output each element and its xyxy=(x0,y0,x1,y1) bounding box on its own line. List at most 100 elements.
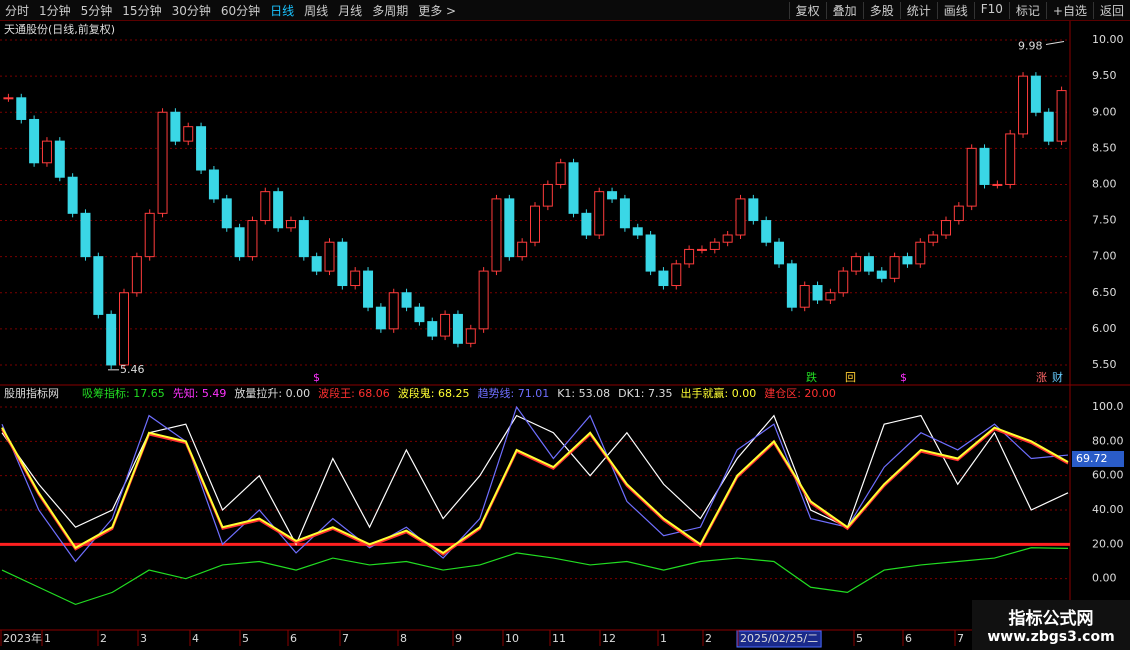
x-tick-label: 3 xyxy=(140,632,147,645)
candle xyxy=(3,97,14,100)
period-tab[interactable]: 月线 xyxy=(338,3,363,18)
candle xyxy=(285,220,296,229)
legend-entry: 趋势线: 71.01 xyxy=(478,386,550,400)
legend-entry: 吸筹指标: 17.65 xyxy=(82,386,165,400)
indicator-title: 股朋指标网 xyxy=(4,386,59,400)
x-tick-label: 1 xyxy=(44,632,51,645)
y-tick-label: 40.00 xyxy=(1092,503,1124,516)
candle xyxy=(1043,111,1054,142)
tool-button[interactable]: 统计 xyxy=(899,1,937,19)
candle xyxy=(1018,75,1029,135)
tool-button[interactable]: 标记 xyxy=(1008,1,1046,19)
x-tick-label: 10 xyxy=(505,632,519,645)
tool-button[interactable]: F10 xyxy=(973,1,1009,19)
candle xyxy=(452,313,463,344)
y-tick-label: 100.0 xyxy=(1092,400,1124,413)
candle xyxy=(1030,75,1041,113)
stock-title: 天通股份(日线,前复权) xyxy=(4,22,115,36)
candle xyxy=(54,140,65,178)
candle xyxy=(581,212,592,236)
candle xyxy=(568,162,579,214)
signal: 涨 xyxy=(1036,371,1047,384)
candle xyxy=(940,220,951,236)
candle xyxy=(324,241,335,272)
candle xyxy=(799,285,810,308)
candle xyxy=(183,126,194,142)
period-tab[interactable]: 周线 xyxy=(304,3,329,18)
period-tab[interactable]: 60分钟 xyxy=(220,3,261,18)
x-tick-label: 2 xyxy=(100,632,107,645)
signal: 跌 xyxy=(806,370,817,384)
indicator-line xyxy=(1,428,1069,556)
candle xyxy=(889,256,900,279)
x-tick-label: 4 xyxy=(192,632,199,645)
candle xyxy=(363,270,374,308)
candle xyxy=(157,111,168,214)
candle xyxy=(311,256,322,272)
x-tick-label: 2025/02/25/二 xyxy=(740,632,818,645)
candle xyxy=(16,97,27,120)
candle xyxy=(273,191,284,229)
x-tick-label: 8 xyxy=(400,632,407,645)
candle xyxy=(298,220,309,258)
period-tab[interactable]: 更多 > xyxy=(418,3,457,18)
legend-entry: K1: 53.08 xyxy=(557,387,610,400)
candle xyxy=(517,241,528,258)
candle xyxy=(658,270,669,287)
y-tick-label: 80.00 xyxy=(1092,434,1124,447)
period-tab[interactable]: 1分钟 xyxy=(39,3,71,18)
candle xyxy=(144,212,155,258)
tool-button[interactable]: +自选 xyxy=(1045,1,1093,19)
current-tag xyxy=(1072,450,1124,467)
y-tick-label: 6.00 xyxy=(1092,322,1117,335)
candle xyxy=(542,183,553,207)
tool-button[interactable]: 叠加 xyxy=(825,1,863,19)
tool-button[interactable]: 多股 xyxy=(862,1,900,19)
x-tick-label: 5 xyxy=(242,632,249,645)
watermark-url: www.zbgs3.com xyxy=(987,629,1115,645)
candle xyxy=(696,248,707,251)
y-tick-label: 5.50 xyxy=(1092,358,1117,371)
candle xyxy=(530,205,540,243)
candle xyxy=(208,169,219,200)
x-tick-label: 6 xyxy=(905,632,912,645)
candle xyxy=(93,256,104,315)
low-mark: 5.46 xyxy=(120,363,145,376)
candle xyxy=(1005,133,1016,185)
period-tab[interactable]: 5分钟 xyxy=(80,3,113,18)
indicator-line xyxy=(1,426,1069,555)
candle xyxy=(375,306,386,330)
period-tab[interactable]: 多周期 xyxy=(372,3,409,18)
y-tick-label: 9.50 xyxy=(1092,69,1117,82)
signal: $ xyxy=(900,371,907,384)
candle xyxy=(414,306,425,323)
candle xyxy=(504,198,515,258)
tool-button[interactable]: 返回 xyxy=(1092,1,1130,19)
candle xyxy=(684,248,695,265)
period-tab[interactable]: 分时 xyxy=(5,3,30,18)
candle xyxy=(812,285,823,301)
tool-buttons: 复权 叠加 多股 统计 画线 F10 标记 +自选 返回 xyxy=(788,1,1130,19)
period-tab[interactable]: 日线 xyxy=(270,3,295,18)
tool-button[interactable]: 画线 xyxy=(936,1,974,19)
legend-entry: 波段鬼: 68.25 xyxy=(398,386,470,400)
toolbar: 分时 1分钟 5分钟 15分钟 30分钟 60分钟 日线 周线 月线 多周期 更多 > 复权 叠加 多股… xyxy=(0,0,1130,21)
candle xyxy=(119,292,130,366)
tool-button[interactable]: 复权 xyxy=(788,1,826,19)
candle xyxy=(722,234,733,243)
y-tick-label: 6.50 xyxy=(1092,286,1117,299)
candle xyxy=(761,220,772,243)
period-tab[interactable]: 15分钟 xyxy=(122,3,162,18)
x-tick-label: 6 xyxy=(290,632,297,645)
period-tab[interactable]: 30分钟 xyxy=(171,3,211,18)
candle xyxy=(555,162,566,185)
candle xyxy=(41,140,52,164)
candle xyxy=(825,292,836,301)
candle xyxy=(440,313,451,337)
candle xyxy=(234,227,245,258)
signal: 回 xyxy=(845,371,856,384)
x-tick-label: 11 xyxy=(552,632,566,645)
candle xyxy=(478,270,489,330)
